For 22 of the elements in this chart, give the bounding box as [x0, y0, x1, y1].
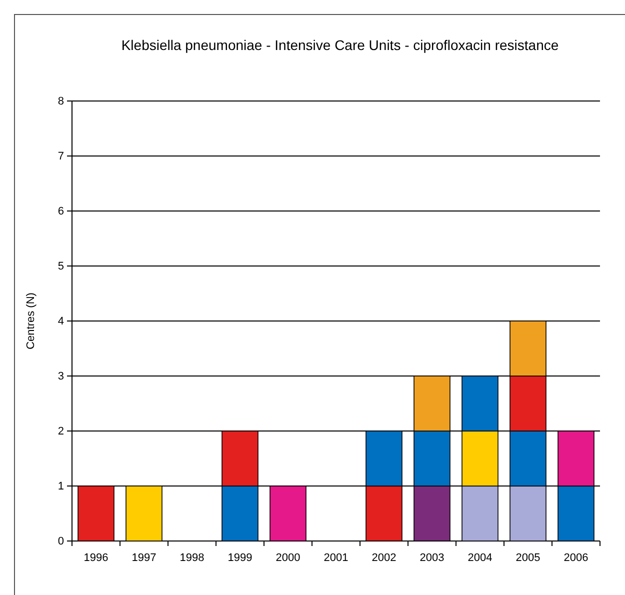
x-tick-label: 1997 [132, 552, 156, 564]
x-tick-label: 2000 [276, 552, 300, 564]
chart-title: Klebsiella pneumoniae - Intensive Care Units - ciprofloxacin resistance [121, 37, 559, 53]
y-tick-label: 4 [58, 316, 64, 328]
x-tick-label: 1999 [228, 552, 252, 564]
x-tick-label: 2004 [468, 552, 492, 564]
x-tick-label: 1998 [180, 552, 204, 564]
y-tick-label: 0 [58, 536, 64, 548]
y-tick-label: 1 [58, 480, 64, 493]
y-tick-label: 6 [58, 206, 64, 218]
x-tick-label: 2006 [564, 552, 588, 564]
y-tick-label: 7 [58, 150, 64, 163]
x-tick-label: 1996 [84, 552, 108, 564]
y-tick-label: 3 [58, 370, 64, 383]
y-tick-label: 8 [58, 96, 64, 108]
y-tick-label: 2 [58, 426, 64, 438]
x-tick-label: 2001 [324, 552, 348, 564]
y-axis-title: Centres (N) [25, 292, 37, 350]
x-tick-label: 2003 [420, 552, 444, 564]
y-tick-label: 5 [58, 260, 64, 273]
x-tick-label: 2002 [372, 552, 396, 564]
x-tick-label: 2005 [516, 552, 540, 564]
